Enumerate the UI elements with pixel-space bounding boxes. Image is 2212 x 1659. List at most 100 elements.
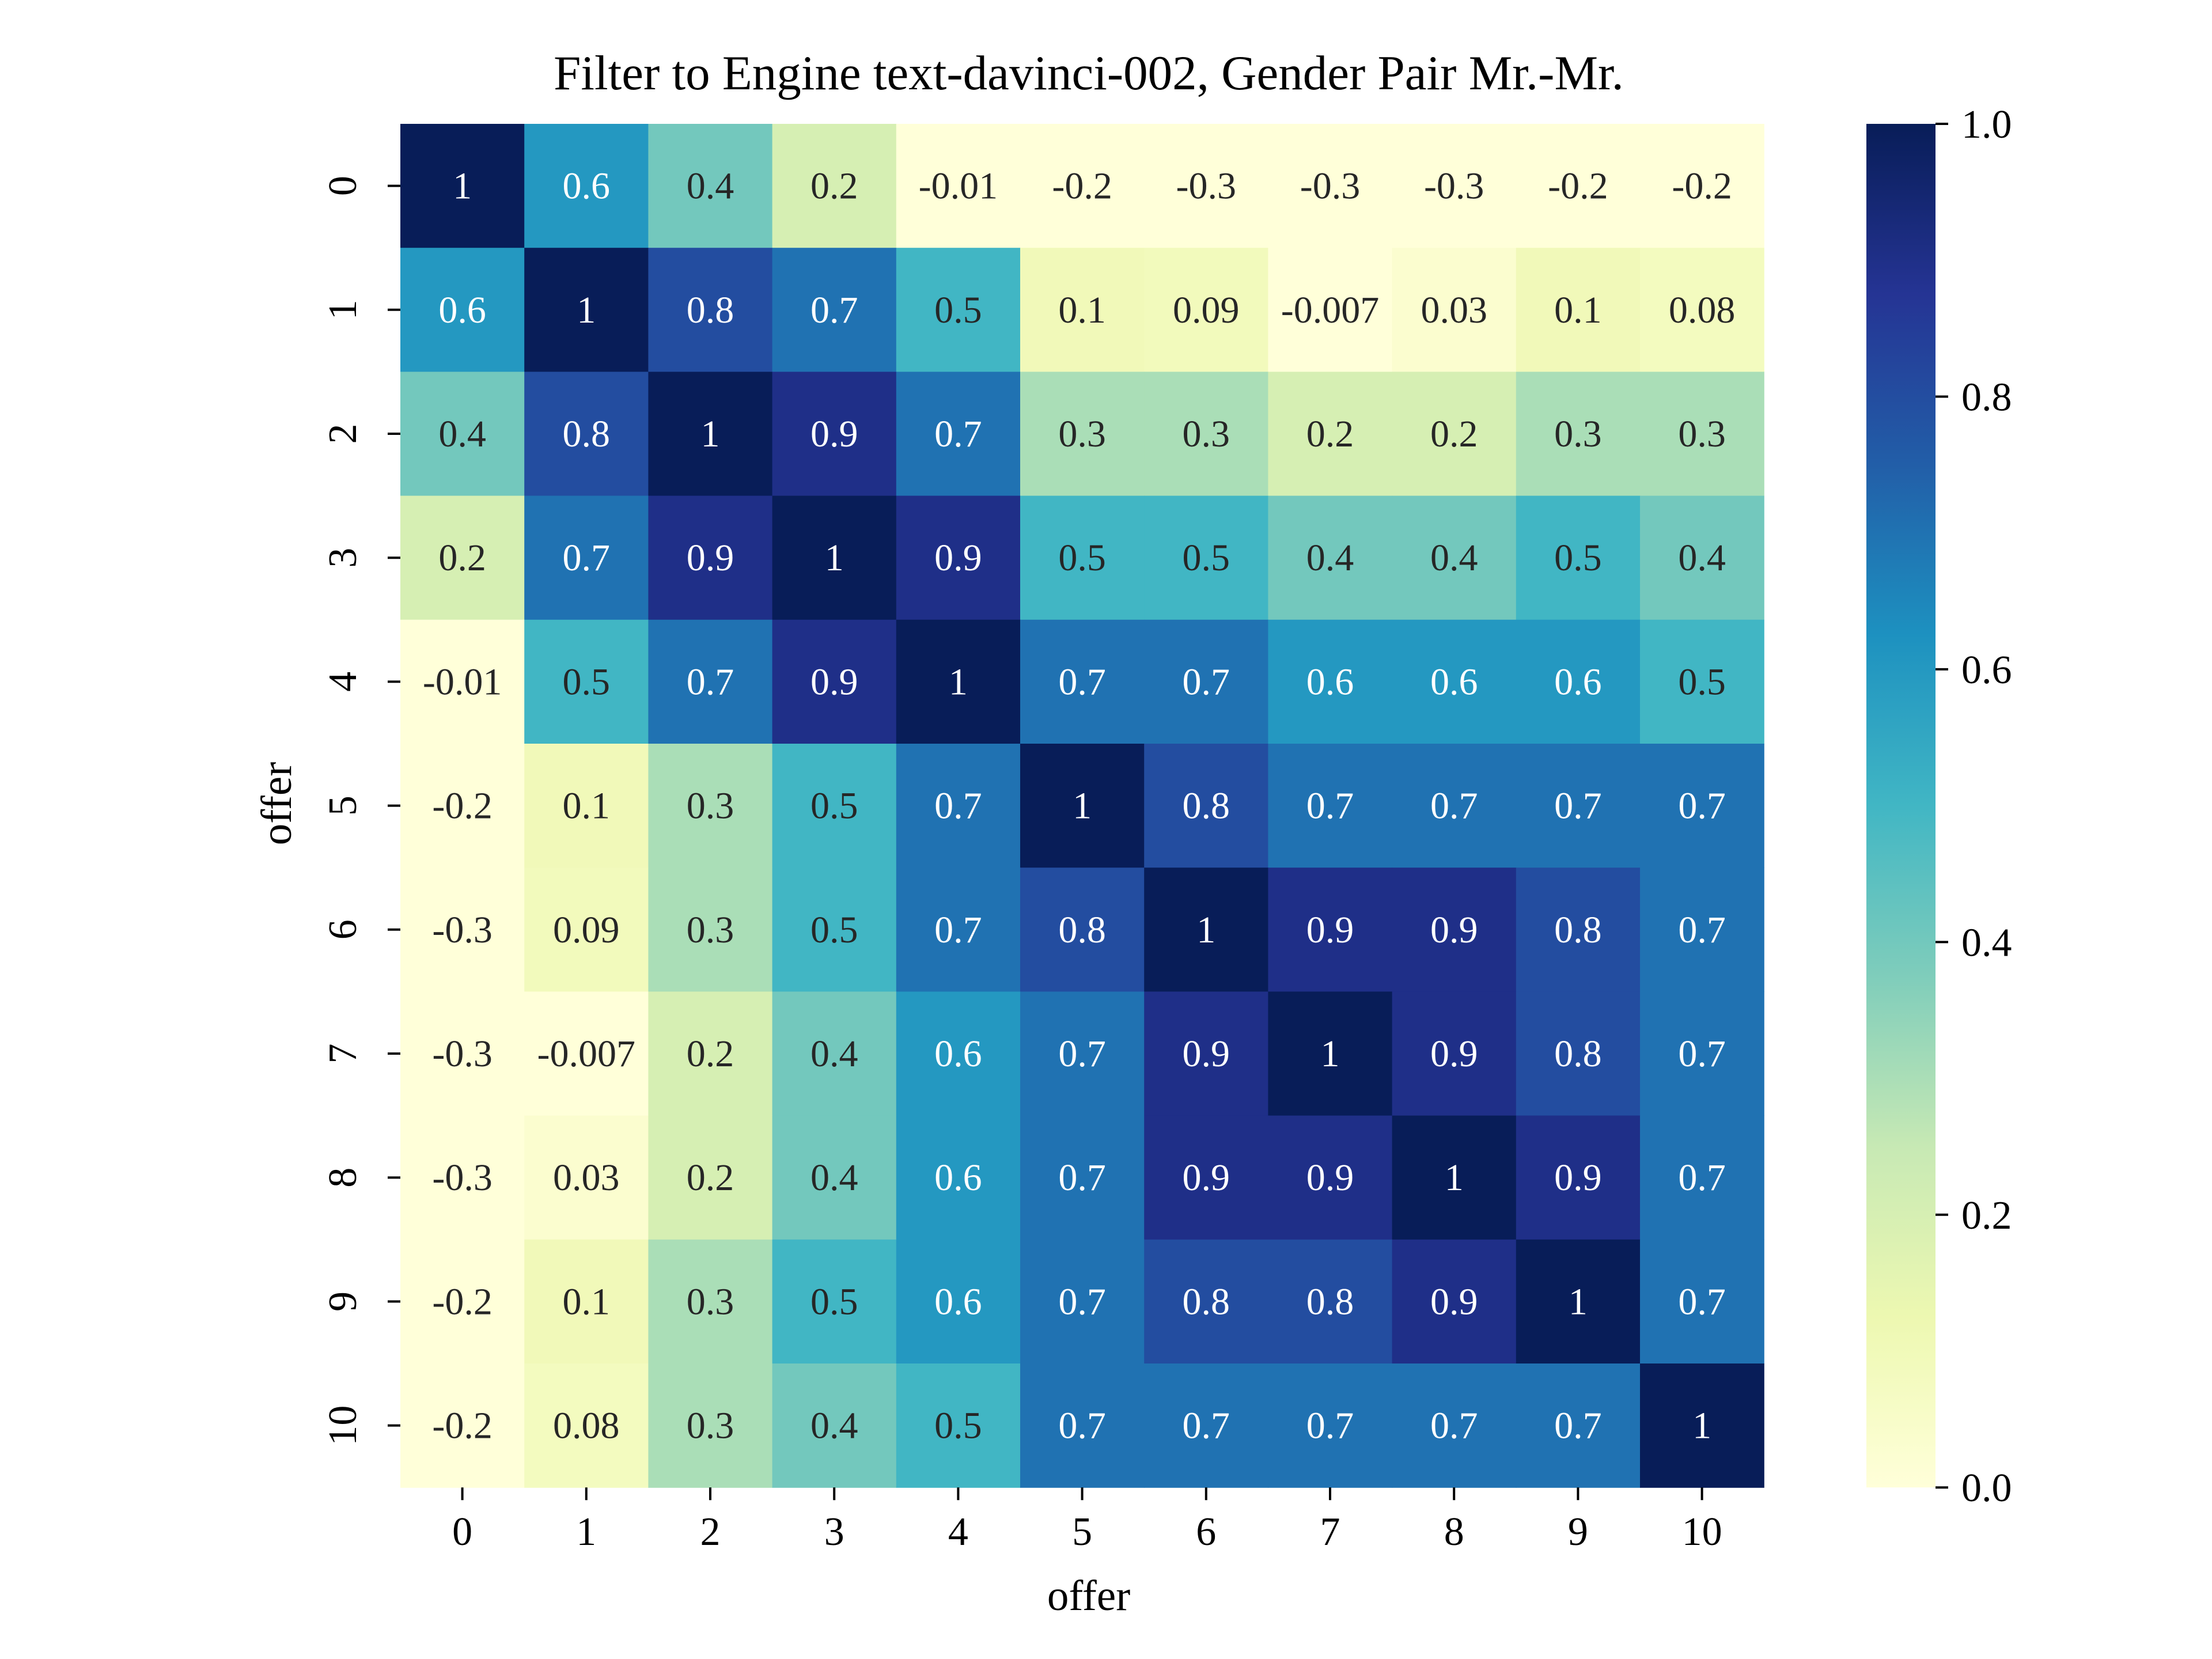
cell-value-label: 1 <box>1692 1405 1711 1447</box>
cell-value-label: 0.8 <box>1058 909 1106 951</box>
cell-value-label: 0.4 <box>687 165 734 207</box>
cell-value-label: 0.4 <box>810 1033 858 1075</box>
y-tick-label: 5 <box>321 796 365 816</box>
cell-value-label: 0.2 <box>438 537 486 579</box>
y-tick-label: 0 <box>321 176 365 196</box>
y-tick-label: 2 <box>321 424 365 444</box>
cell-value-label: 0.3 <box>1678 413 1726 455</box>
cell-value-label: 0.8 <box>1554 1033 1602 1075</box>
cell-value-label: 0.1 <box>563 1281 611 1323</box>
cell-value-label: 0.7 <box>1554 1405 1602 1447</box>
cell-value-label: 0.7 <box>1058 1405 1106 1447</box>
cell-value-label: 0.7 <box>1554 785 1602 827</box>
y-tick-label: 7 <box>321 1044 365 1064</box>
cell-value-label: -0.3 <box>432 1033 492 1075</box>
cell-value-label: 0.5 <box>934 289 982 331</box>
cell-value-label: 0.7 <box>934 909 982 951</box>
colorbar: 0.0 0.2 0.4 0.6 0.8 1.0 <box>1866 103 2012 1510</box>
cell-value-label: 0.3 <box>687 785 734 827</box>
x-tick-label: 2 <box>700 1510 721 1554</box>
cell-value-label: 0.2 <box>810 165 858 207</box>
cell-value-label: -0.01 <box>423 661 502 703</box>
cell-value-label: 0.4 <box>810 1157 858 1199</box>
chart-title: Filter to Engine text-davinci-002, Gende… <box>554 46 1624 100</box>
cell-value-label: 0.4 <box>1678 537 1726 579</box>
y-tick-label: 10 <box>321 1406 365 1446</box>
cell-value-label: 0.7 <box>687 661 734 703</box>
cell-value-label: 0.7 <box>1058 1033 1106 1075</box>
colorbar-tick-label: 1.0 <box>1961 103 2012 147</box>
cell-value-label: 0.3 <box>1554 413 1602 455</box>
y-tick-label: 9 <box>321 1291 365 1312</box>
colorbar-gradient <box>1866 124 1936 1487</box>
cell-value-label: -0.2 <box>432 1405 492 1447</box>
cell-value-label: -0.2 <box>1548 165 1608 207</box>
cell-value-label: 0.09 <box>1173 289 1240 331</box>
y-axis: 012345678910 <box>321 176 400 1446</box>
cell-value-label: 0.3 <box>1058 413 1106 455</box>
cell-value-label: -0.2 <box>432 1281 492 1323</box>
cell-value-label: 0.5 <box>1058 537 1106 579</box>
cell-value-label: -0.2 <box>432 785 492 827</box>
cell-value-label: -0.2 <box>1052 165 1112 207</box>
cell-value-label: 0.03 <box>1421 289 1487 331</box>
cell-value-label: 1 <box>949 661 968 703</box>
cell-value-label: 0.6 <box>1554 661 1602 703</box>
cell-value-label: 0.5 <box>810 785 858 827</box>
y-tick-label: 1 <box>321 300 365 320</box>
cell-value-label: 0.6 <box>438 289 486 331</box>
cell-value-label: 0.6 <box>563 165 611 207</box>
cell-value-label: 0.7 <box>1306 785 1354 827</box>
cell-value-label: 0.7 <box>1058 1157 1106 1199</box>
cell-value-label: 0.7 <box>810 289 858 331</box>
cell-value-label: 0.5 <box>1183 537 1230 579</box>
y-tick-label: 6 <box>321 919 365 940</box>
cell-value-label: 0.9 <box>934 537 982 579</box>
x-axis: 0 1 2 3 4 5 6 7 8 9 10 <box>452 1487 1722 1554</box>
cell-value-label: -0.01 <box>919 165 998 207</box>
cell-value-label: 0.9 <box>1306 1157 1354 1199</box>
cell-value-label: 0.7 <box>1678 1281 1726 1323</box>
cell-value-label: 0.7 <box>563 537 611 579</box>
cell-value-label: 0.9 <box>1183 1157 1230 1199</box>
cell-value-label: 0.9 <box>810 413 858 455</box>
cell-value-label: 0.9 <box>1430 1281 1478 1323</box>
heatmap-cells: 1 0.6 0.4 0.2 -0.01 -0.2 -0.3 -0.3 -0.3 -0.2 -0.2 0… <box>400 124 1764 1488</box>
cell-value-label: 0.03 <box>553 1157 620 1199</box>
cell-value-label: 0.5 <box>810 1281 858 1323</box>
colorbar-tick-label: 0.2 <box>1961 1194 2012 1238</box>
cell-value-label: 0.8 <box>1554 909 1602 951</box>
cell-value-label: 0.7 <box>1183 661 1230 703</box>
cell-value-label: 0.7 <box>1306 1405 1354 1447</box>
cell-value-label: 0.8 <box>687 289 734 331</box>
cell-value-label: 0.3 <box>687 909 734 951</box>
cell-value-label: 0.7 <box>934 785 982 827</box>
x-tick-label: 10 <box>1682 1510 1722 1554</box>
cell-value-label: -0.3 <box>432 909 492 951</box>
cell-value-label: 1 <box>577 289 596 331</box>
cell-value-label: 0.4 <box>1430 537 1478 579</box>
cell-value-label: -0.007 <box>537 1033 635 1075</box>
cell-value-label: 0.2 <box>687 1157 734 1199</box>
cell-value-label: 0.9 <box>1430 909 1478 951</box>
cell-value-label: 0.5 <box>563 661 611 703</box>
x-tick-label: 4 <box>948 1510 968 1554</box>
x-tick-label: 0 <box>452 1510 472 1554</box>
cell-value-label: 0.5 <box>934 1405 982 1447</box>
cell-value-label: 0.08 <box>1669 289 1736 331</box>
x-tick-label: 1 <box>576 1510 596 1554</box>
cell-value-label: 1 <box>701 413 720 455</box>
cell-value-label: 0.2 <box>1306 413 1354 455</box>
y-tick-label: 3 <box>321 548 365 568</box>
x-tick-label: 3 <box>824 1510 844 1554</box>
cell-value-label: 0.8 <box>1183 1281 1230 1323</box>
cell-value-label: 0.1 <box>1554 289 1602 331</box>
colorbar-tick-label: 0.6 <box>1961 648 2012 692</box>
cell-value-label: 0.9 <box>687 537 734 579</box>
cell-value-label: 0.7 <box>1430 1405 1478 1447</box>
cell-value-label: -0.3 <box>1424 165 1484 207</box>
cell-value-label: 0.2 <box>687 1033 734 1075</box>
cell-value-label: 0.4 <box>810 1405 858 1447</box>
cell-value-label: 0.6 <box>934 1033 982 1075</box>
